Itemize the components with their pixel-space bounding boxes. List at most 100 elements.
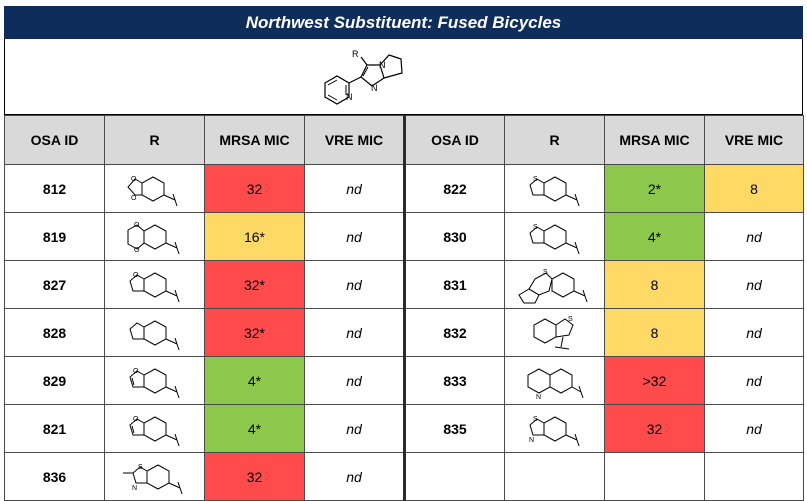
osa-id-cell: 819 <box>4 212 105 261</box>
vre-mic-cell: nd <box>704 260 804 309</box>
table-row: 829 O 4* nd 833 <box>4 356 804 405</box>
svg-text:O: O <box>134 222 140 229</box>
r-group-cell: O <box>104 404 205 453</box>
benzodioxane-icon: O O <box>127 222 179 254</box>
vre-mic-cell: nd <box>704 308 804 357</box>
mrsa-mic-cell: 4* <box>204 404 305 453</box>
mrsa-mic-cell: 4* <box>604 212 705 261</box>
r-group-cell: S <box>504 308 605 357</box>
table-row: 836 S N 32 nd <box>4 452 804 501</box>
osa-id-cell: 836 <box>4 452 105 501</box>
header-osa-id: OSA ID <box>4 115 105 165</box>
osa-id-cell: 828 <box>4 308 105 357</box>
vre-mic-cell: nd <box>704 404 804 453</box>
svg-text:S: S <box>543 269 548 276</box>
svg-text:O: O <box>131 176 137 183</box>
sar-data-table: OSA ID R MRSA MIC VRE MIC OSA ID R MRSA … <box>4 115 804 501</box>
vre-mic-cell: nd <box>304 164 406 213</box>
mrsa-mic-cell: 32 <box>204 452 305 501</box>
osa-id-cell: 829 <box>4 356 105 405</box>
mrsa-mic-cell: 4* <box>204 356 305 405</box>
vre-mic-cell: nd <box>304 404 406 453</box>
mrsa-mic-cell: 16* <box>204 212 305 261</box>
benzothiophene-3-yl-icon: S <box>533 316 574 349</box>
empty-cell <box>704 452 804 501</box>
r-group-label: R <box>352 49 359 59</box>
osa-id-cell: 821 <box>4 404 105 453</box>
r-group-cell <box>104 308 205 357</box>
header-vre-mic: VRE MIC <box>304 115 406 165</box>
svg-text:S: S <box>533 176 538 183</box>
svg-text:O: O <box>133 368 139 375</box>
dibenzothiophene-icon: S <box>517 269 587 303</box>
mrsa-mic-cell: 32 <box>604 404 705 453</box>
r-group-cell: S <box>504 260 605 309</box>
header-vre-mic: VRE MIC <box>704 115 804 165</box>
r-group-cell: O O <box>104 164 205 213</box>
scaffold-structure-panel: N N N R <box>4 39 803 115</box>
scaffold-structure-icon: N N N R <box>324 49 403 105</box>
table-row: 827 O 32* nd 831 <box>4 260 804 309</box>
vre-mic-cell: 8 <box>704 164 804 213</box>
vre-mic-cell: nd <box>304 356 406 405</box>
benzothiophene-icon: S <box>528 176 579 206</box>
osa-id-cell: 830 <box>404 212 505 261</box>
vre-mic-cell: nd <box>704 356 804 405</box>
benzofuran-icon: O <box>128 416 179 446</box>
osa-id-cell: 831 <box>404 260 505 309</box>
osa-id-cell: 812 <box>4 164 105 213</box>
vre-mic-cell: nd <box>304 260 406 309</box>
mrsa-mic-cell: >32 <box>604 356 705 405</box>
table-title: Northwest Substituent: Fused Bicycles <box>4 6 803 39</box>
r-group-cell: S <box>504 164 605 213</box>
r-group-cell: O <box>104 356 205 405</box>
vre-mic-cell: nd <box>304 308 406 357</box>
r-group-cell: S N <box>504 404 605 453</box>
svg-text:S: S <box>533 224 538 231</box>
benzodioxole-icon: O O <box>126 176 177 206</box>
osa-id-cell: 827 <box>4 260 105 309</box>
svg-text:S: S <box>533 416 538 423</box>
osa-id-cell: 822 <box>404 164 505 213</box>
r-group-cell: S N <box>104 452 205 501</box>
vre-mic-cell: nd <box>304 212 406 261</box>
empty-cell <box>404 452 505 501</box>
osa-id-cell: 833 <box>404 356 505 405</box>
svg-text:S: S <box>138 464 143 471</box>
vre-mic-cell: nd <box>704 212 804 261</box>
svg-text:O: O <box>134 247 140 254</box>
sar-table-figure: Northwest Substituent: Fused Bicycles N … <box>4 6 804 501</box>
vre-mic-cell: nd <box>304 452 406 501</box>
table-row: 819 O O 16* nd 830 <box>4 212 804 261</box>
mrsa-mic-cell: 32* <box>204 260 305 309</box>
svg-text:S: S <box>568 316 573 323</box>
benzothiophene-icon: S <box>528 224 579 254</box>
r-group-cell: O O <box>104 212 205 261</box>
atom-label: N <box>346 92 353 102</box>
r-group-cell: N <box>504 356 605 405</box>
svg-text:O: O <box>133 272 139 279</box>
mrsa-mic-cell: 8 <box>604 308 705 357</box>
header-r: R <box>104 115 205 165</box>
svg-text:N: N <box>132 485 137 492</box>
svg-text:N: N <box>536 394 541 401</box>
r-group-cell: S <box>504 212 605 261</box>
svg-text:O: O <box>133 416 139 423</box>
indane-icon <box>128 319 179 350</box>
header-row: OSA ID R MRSA MIC VRE MIC OSA ID R MRSA … <box>4 115 804 165</box>
atom-label: N <box>379 60 386 70</box>
mrsa-mic-cell: 8 <box>604 260 705 309</box>
methylbenzothiazole-icon: S N <box>122 464 182 494</box>
mrsa-mic-cell: 2* <box>604 164 705 213</box>
table-row: 812 O O 32 nd 822 <box>4 164 804 213</box>
r-group-cell: O <box>104 260 205 309</box>
header-r: R <box>504 115 605 165</box>
svg-text:N: N <box>529 437 534 444</box>
header-mrsa-mic: MRSA MIC <box>604 115 705 165</box>
svg-text:O: O <box>131 195 137 202</box>
osa-id-cell: 835 <box>404 404 505 453</box>
empty-cell <box>504 452 605 501</box>
table-row: 821 O 4* nd 835 <box>4 404 804 453</box>
header-osa-id: OSA ID <box>404 115 505 165</box>
quinoline-icon: N <box>527 367 583 401</box>
